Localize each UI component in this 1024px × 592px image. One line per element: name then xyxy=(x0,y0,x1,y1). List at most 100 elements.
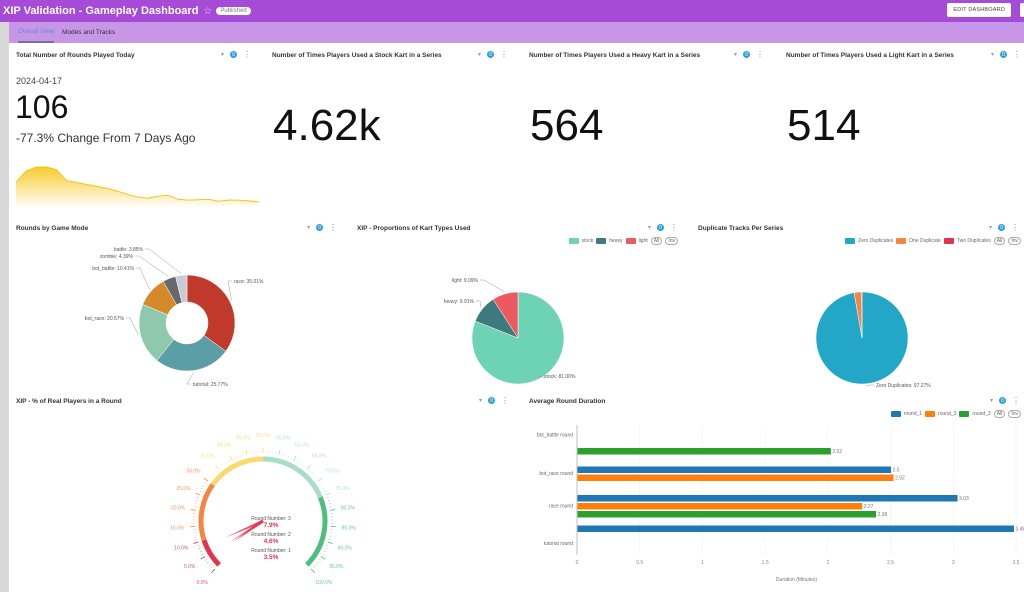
legend-item-two-duplicates[interactable]: Two Duplicates xyxy=(956,238,991,244)
edit-dashboard-button[interactable]: EDIT DASHBOARD xyxy=(947,3,1011,17)
legend-item-zero-duplicates[interactable]: Zero Duplicates xyxy=(858,238,894,244)
filter-count-badge[interactable]: 0 xyxy=(743,51,751,58)
gauge-tick xyxy=(319,482,322,484)
panel-title: Duplicate Tracks Per Series xyxy=(698,225,784,232)
gauge-tick xyxy=(301,463,304,466)
legend-all-button[interactable]: All xyxy=(993,237,1006,245)
panel-rounds-today: Total Number of Rounds Played Today ▾ 0 … xyxy=(9,43,264,213)
panel-menu-icon[interactable]: ⋮ xyxy=(670,222,679,232)
legend-swatch xyxy=(943,238,954,244)
panel-menu-icon[interactable]: ⋮ xyxy=(1013,49,1022,59)
legend-invert-button[interactable]: Inv xyxy=(1008,237,1021,245)
legend-all-button[interactable]: All xyxy=(993,410,1006,418)
slice-label: stock: 81.00% xyxy=(544,374,576,380)
gauge-tick xyxy=(200,550,203,552)
panel-menu-icon[interactable]: ⋮ xyxy=(501,395,510,405)
bar-round_1 xyxy=(577,495,958,502)
filter-count-badge[interactable]: 0 xyxy=(1000,51,1008,58)
gauge-tick xyxy=(203,477,209,482)
gauge-tick xyxy=(324,491,327,493)
heavy-kart-count: 564 xyxy=(530,101,604,150)
panel-menu-icon[interactable]: ⋮ xyxy=(500,49,509,59)
filter-icon[interactable]: ▾ xyxy=(221,52,225,58)
filter-icon[interactable]: ▾ xyxy=(989,225,993,231)
round-duration-legend: round_1 round_3 round_2 All Inv xyxy=(890,410,1021,418)
gauge-tick-label: 40.0% xyxy=(217,442,232,448)
gauge-tick xyxy=(214,469,217,472)
legend-item-round-2[interactable]: round_2 xyxy=(972,411,991,417)
gauge-tick xyxy=(228,460,230,463)
filter-icon[interactable]: ▾ xyxy=(478,52,482,58)
gauge-series-value: 7.9% xyxy=(264,522,279,529)
filter-icon[interactable]: ▾ xyxy=(307,225,311,231)
filter-count-badge[interactable]: 0 xyxy=(657,224,665,231)
gauge-series-name: Round Number: 2 xyxy=(251,532,291,538)
tab-modes-and-tracks[interactable]: Modes and Tracks xyxy=(62,29,116,36)
gauge-tick-label: 45.0% xyxy=(236,435,251,441)
real-players-gauge-chart: 0.0% 5.0% 10.0% 15.0% 20.0% 25.0% 30.0% 35.0%40… xyxy=(170,433,356,586)
filter-icon[interactable]: ▾ xyxy=(648,225,652,231)
filter-count-badge[interactable]: 0 xyxy=(998,224,1006,231)
filter-icon[interactable]: ▾ xyxy=(991,52,995,58)
legend-invert-button[interactable]: Inv xyxy=(1008,410,1021,418)
filter-icon[interactable]: ▾ xyxy=(990,398,994,404)
favorite-star-icon[interactable]: ☆ xyxy=(203,5,213,17)
x-tick-label: 3 xyxy=(952,560,955,566)
legend-item-round-3[interactable]: round_3 xyxy=(938,411,957,417)
tab-bar: Overall View Modes and Tracks xyxy=(0,22,1024,43)
legend-item-heavy[interactable]: heavy xyxy=(609,238,623,244)
slice-label: zombie: 4.39% xyxy=(100,254,134,260)
gauge-tick-label: 50.0% xyxy=(256,433,271,439)
gauge-tick xyxy=(198,547,201,549)
filter-icon[interactable]: ▾ xyxy=(479,398,483,404)
panel-kart-types: XIP - Proportions of Kart Types Used ▾ 0… xyxy=(350,218,690,393)
panel-menu-icon[interactable]: ⋮ xyxy=(756,49,765,59)
change-text: -77.3% Change From 7 Days Ago xyxy=(16,131,196,145)
legend-item-round-1[interactable]: round_1 xyxy=(903,411,923,417)
gauge-tick xyxy=(211,566,213,569)
panel-title: Number of Times Players Used a Heavy Kar… xyxy=(529,52,701,59)
gauge-tick xyxy=(219,465,222,468)
panel-menu-icon[interactable]: ⋮ xyxy=(1011,222,1020,232)
x-tick-label: 2.5 xyxy=(887,560,894,566)
panel-menu-icon[interactable]: ⋮ xyxy=(243,49,252,59)
gauge-tick xyxy=(197,497,200,499)
filter-count-badge[interactable]: 0 xyxy=(488,397,496,404)
gauge-tick xyxy=(322,553,325,555)
gauge-tick xyxy=(201,553,204,555)
more-actions-button[interactable] xyxy=(1020,3,1024,17)
gauge-tick xyxy=(317,561,320,564)
filter-icon[interactable]: ▾ xyxy=(734,52,738,58)
legend-invert-button[interactable]: Inv xyxy=(665,237,678,245)
tab-overall-view[interactable]: Overall View xyxy=(18,22,55,43)
panel-menu-icon[interactable]: ⋮ xyxy=(329,222,338,232)
legend-item-one-duplicate[interactable]: One Duplicate xyxy=(909,238,941,244)
gauge-tick xyxy=(210,474,213,477)
filter-count-badge[interactable]: 0 xyxy=(999,397,1007,404)
slice-label: race: 35.01% xyxy=(234,279,264,285)
gauge-tick xyxy=(212,472,215,474)
panel-round-duration: Average Round Duration ▾ 0 ⋮ round_1 rou… xyxy=(522,391,1024,592)
gauge-tick-label: 70.0% xyxy=(325,468,340,474)
panel-title: Number of Times Players Used a Light Kar… xyxy=(786,52,954,59)
rounds-count: 106 xyxy=(15,89,69,125)
filter-count-badge[interactable]: 0 xyxy=(487,51,495,58)
filter-count-badge[interactable]: 0 xyxy=(230,51,238,58)
gauge-tick xyxy=(201,488,203,490)
gauge-needle xyxy=(224,519,264,538)
label-line xyxy=(476,300,482,308)
legend-item-stock[interactable]: stock xyxy=(581,238,594,244)
gauge-tick xyxy=(200,556,206,560)
legend-item-light[interactable]: light xyxy=(638,238,648,244)
gauge-tick xyxy=(315,477,318,479)
legend-all-button[interactable]: All xyxy=(650,237,663,245)
gauge-tick xyxy=(299,461,301,464)
pie-slice-battle xyxy=(175,274,188,303)
slice-label: light: 9.09% xyxy=(452,278,479,284)
gauge-tick xyxy=(240,454,242,457)
filter-count-badge[interactable]: 0 xyxy=(316,224,324,231)
panel-menu-icon[interactable]: ⋮ xyxy=(1012,395,1021,405)
sparkline-line xyxy=(15,166,260,203)
label-line xyxy=(186,372,194,385)
legend-swatch xyxy=(625,238,636,244)
